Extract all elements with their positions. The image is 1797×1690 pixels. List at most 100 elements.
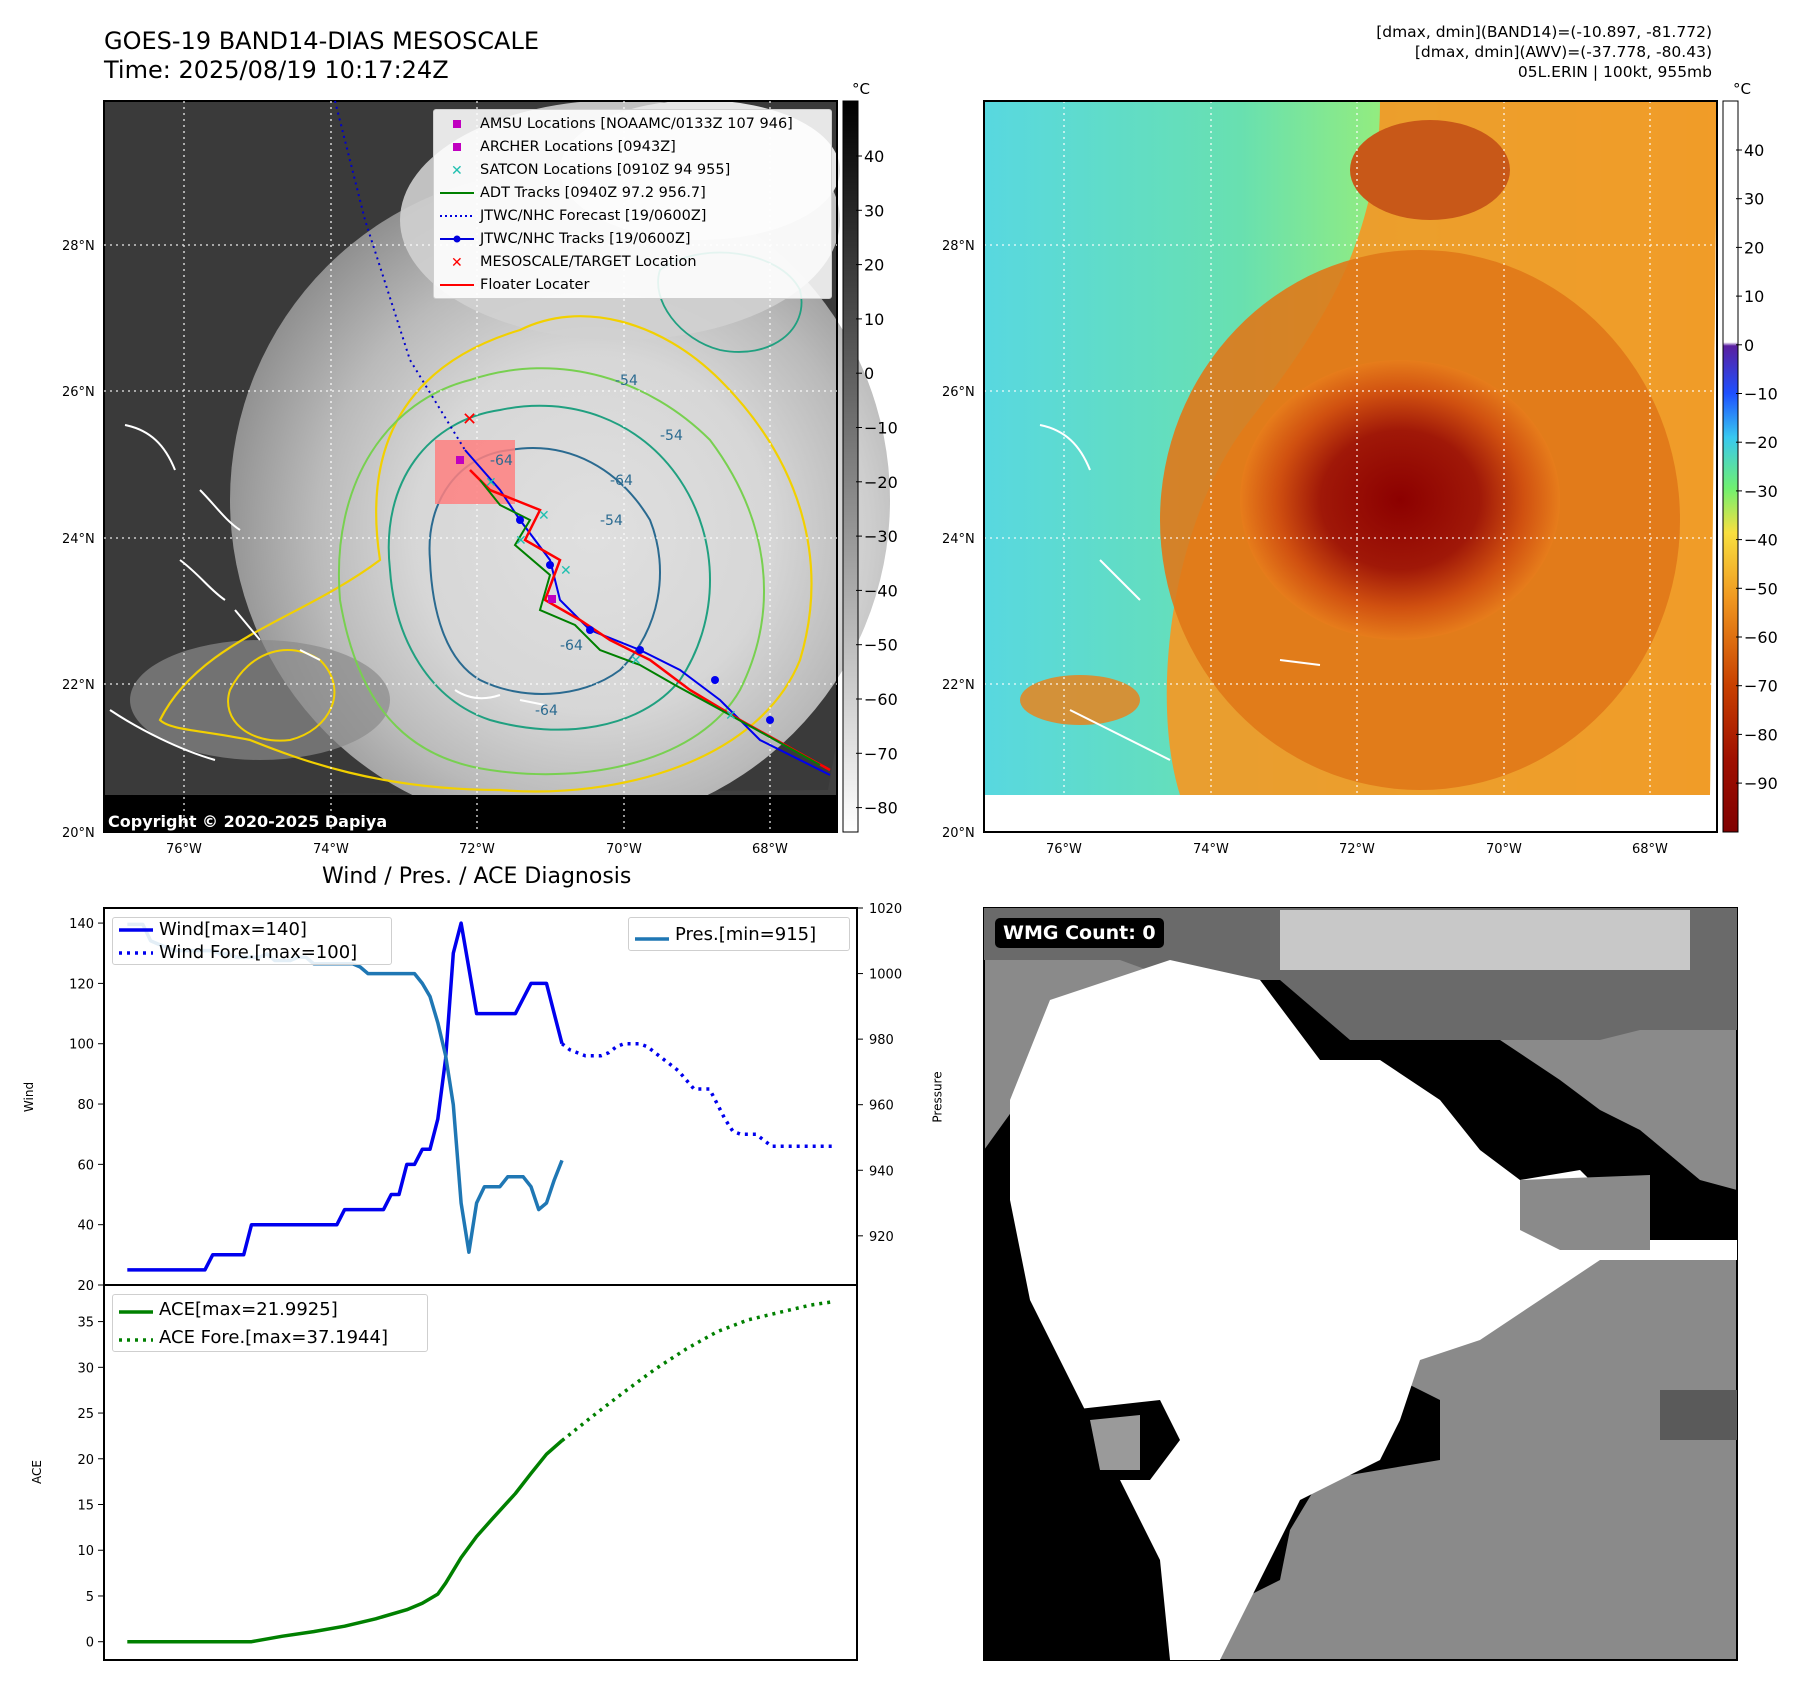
lat-tick-label: 28°N xyxy=(62,239,95,254)
ace-ytick-label: 35 xyxy=(77,1316,94,1331)
wind-fore-legend-label: Wind Fore.[max=100] xyxy=(159,942,358,963)
ir-colorbar xyxy=(842,100,859,833)
map-legend-row: ADT Tracks [0940Z 97.2 956.7] xyxy=(434,181,831,204)
map-legend-label: Floater Locater xyxy=(480,276,590,293)
colorbar-tick-label: −40 xyxy=(864,581,898,600)
lon-tick-label: 70°W xyxy=(1486,842,1522,857)
pressure-legend-key xyxy=(635,923,669,946)
colorbar-tick-label: −30 xyxy=(864,527,898,546)
lon-tick-label: 76°W xyxy=(166,842,202,857)
svg-text:✕: ✕ xyxy=(462,409,477,430)
contour-label: -54 xyxy=(600,513,623,529)
map-legend-key xyxy=(440,273,474,296)
pressure-legend-label: Pres.[min=915] xyxy=(675,923,817,945)
svg-text:✕: ✕ xyxy=(630,653,642,669)
pressure-ytick-label: 1020 xyxy=(869,902,902,917)
ir-colorbar-unit: °C xyxy=(852,80,870,98)
colorbar-tick-label: −10 xyxy=(864,419,898,438)
colorbar-tick-label: 40 xyxy=(1744,141,1764,160)
lat-tick-label: 24°N xyxy=(942,532,975,547)
wind-fore-legend-row: Wind Fore.[max=100] xyxy=(113,941,391,964)
ace-axis-label: ACE xyxy=(29,1460,44,1484)
ace-ytick-label: 5 xyxy=(86,1590,94,1605)
pressure-ytick-label: 920 xyxy=(869,1230,894,1245)
wind-ytick-label: 80 xyxy=(77,1098,94,1113)
pressure-legend-row: Pres.[min=915] xyxy=(629,918,849,950)
lon-tick-label: 76°W xyxy=(1046,842,1082,857)
wind-ytick-label: 20 xyxy=(77,1279,94,1294)
svg-text:✕: ✕ xyxy=(538,508,550,524)
wind-pressure-chart: 20 40 60 80 100 120 140 920 940 960 980 1000 1020 xyxy=(69,902,902,1294)
colorbar-tick-label: 40 xyxy=(864,147,884,166)
map-legend-label: JTWC/NHC Forecast [19/0600Z] xyxy=(480,207,707,224)
map-legend-row: JTWC/NHC Forecast [19/0600Z] xyxy=(434,204,831,227)
lon-tick-label: 74°W xyxy=(1193,842,1229,857)
lon-tick-label: 70°W xyxy=(606,842,642,857)
lat-tick-label: 28°N xyxy=(942,239,975,254)
lon-tick-label: 72°W xyxy=(1339,842,1375,857)
map-legend-key: ✕ xyxy=(440,158,474,181)
wind-forecast-line xyxy=(560,1041,834,1149)
colorbar-tick-label: 30 xyxy=(1744,190,1764,209)
map-legend-label: MESOSCALE/TARGET Location xyxy=(480,253,697,270)
colorbar-tick-label: −30 xyxy=(1744,482,1778,501)
wmg-count-label: WMG Count: 0 xyxy=(995,918,1164,948)
lat-tick-label: 20°N xyxy=(942,826,975,841)
lat-tick-label: 20°N xyxy=(62,826,95,841)
map-legend-key xyxy=(440,181,474,204)
colorbar-tick-label: −20 xyxy=(864,473,898,492)
svg-text:✕: ✕ xyxy=(485,475,497,491)
map-legend-key xyxy=(440,135,474,158)
map-legend-row: ✕ MESOSCALE/TARGET Location xyxy=(434,250,831,273)
stats-band14: [dmax, dmin](BAND14)=(-10.897, -81.772) xyxy=(1376,23,1712,41)
colorbar-tick-label: 0 xyxy=(864,364,874,383)
wind-ytick-label: 100 xyxy=(69,1038,94,1053)
map-legend-row: ✕ SATCON Locations [0910Z 94 955] xyxy=(434,158,831,181)
ace-legend-key xyxy=(119,1298,153,1321)
map-legend-key: ✕ xyxy=(440,250,474,273)
wind-ytick-label: 120 xyxy=(69,977,94,992)
stats-block: [dmax, dmin](BAND14)=(-10.897, -81.772) … xyxy=(1376,22,1712,82)
wind-fore-legend-key xyxy=(119,941,153,964)
svg-text:✕: ✕ xyxy=(560,563,572,579)
colorbar-tick-label: −60 xyxy=(864,690,898,709)
wind-ytick-label: 60 xyxy=(77,1158,94,1173)
contour-label: -64 xyxy=(535,703,558,719)
wind-axis-label: Wind xyxy=(22,1081,37,1113)
colorbar-tick-label: −20 xyxy=(1744,433,1778,452)
pressure-ytick-label: 1000 xyxy=(869,968,902,983)
lat-tick-label: 22°N xyxy=(62,678,95,693)
colorbar-tick-label: −50 xyxy=(1744,579,1778,598)
ace-legend: ACE[max=21.9925] ACE Fore.[max=37.1944] xyxy=(112,1294,428,1352)
colorbar-tick-label: −40 xyxy=(1744,531,1778,550)
lon-tick-label: 74°W xyxy=(313,842,349,857)
colorbar-tick-label: 30 xyxy=(864,201,884,220)
figure-time: Time: 2025/08/19 10:17:24Z xyxy=(104,56,449,84)
pressure-ytick-label: 940 xyxy=(869,1164,894,1179)
colorbar-tick-label: −70 xyxy=(1744,677,1778,696)
map-legend-key xyxy=(440,204,474,227)
wind-legend-label: Wind[max=140] xyxy=(159,919,307,940)
ace-ytick-label: 20 xyxy=(77,1453,94,1468)
map-legend-row: AMSU Locations [NOAAMC/0133Z 107 946] xyxy=(434,112,831,135)
svg-text:✕: ✕ xyxy=(451,255,463,271)
wind-ytick-label: 40 xyxy=(77,1219,94,1234)
ace-fore-legend-row: ACE Fore.[max=37.1944] xyxy=(113,1323,427,1351)
colorbar-tick-label: 10 xyxy=(864,310,884,329)
pressure-legend: Pres.[min=915] xyxy=(628,917,850,951)
colorbar-tick-label: 20 xyxy=(864,256,884,275)
storm-id: 05L.ERIN | 100kt, 955mb xyxy=(1517,63,1712,81)
diagnosis-title: Wind / Pres. / ACE Diagnosis xyxy=(322,864,632,889)
wind-legend: Wind[max=140] Wind Fore.[max=100] xyxy=(112,917,392,965)
map-legend-key xyxy=(440,112,474,135)
map-legend-row: Floater Locater xyxy=(434,273,831,296)
lon-tick-label: 72°W xyxy=(459,842,495,857)
pressure-axis-label: Pressure xyxy=(930,1071,945,1123)
wind-legend-key xyxy=(119,918,153,941)
ace-legend-label: ACE[max=21.9925] xyxy=(159,1298,338,1320)
map-legend-label: ARCHER Locations [0943Z] xyxy=(480,138,676,155)
ace-ytick-label: 10 xyxy=(77,1544,94,1559)
colorbar-tick-label: −10 xyxy=(1744,385,1778,404)
ace-legend-row: ACE[max=21.9925] xyxy=(113,1295,427,1323)
